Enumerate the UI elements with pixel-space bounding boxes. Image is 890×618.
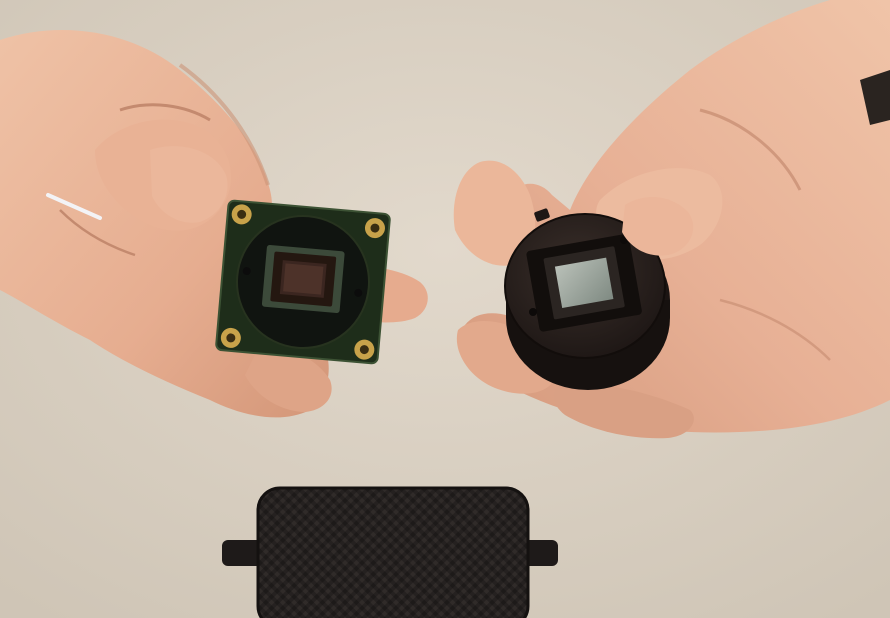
right-thumb	[622, 196, 694, 256]
sensor-board	[215, 199, 391, 365]
carbon-case	[222, 486, 558, 618]
lens-mount	[504, 208, 670, 390]
pen-highlight	[46, 193, 102, 220]
left-thumb	[150, 146, 228, 223]
